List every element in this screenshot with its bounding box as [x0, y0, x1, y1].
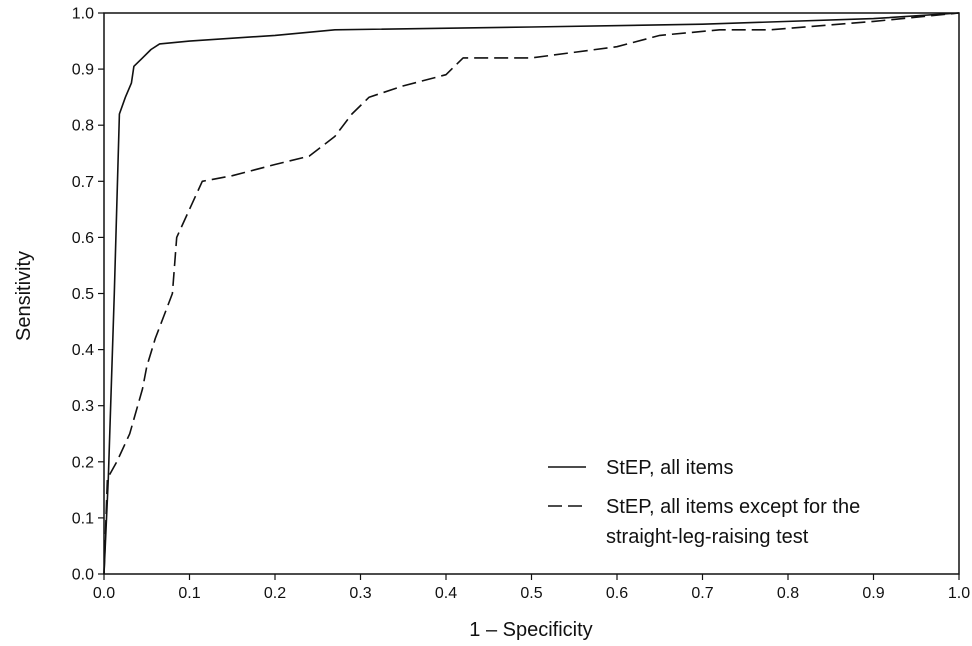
x-tick-label: 1.0 — [948, 585, 970, 602]
x-tick-label: 0.3 — [349, 585, 371, 602]
y-tick-label: 0.4 — [72, 342, 94, 359]
x-tick-label: 0.0 — [93, 585, 115, 602]
x-tick-label: 0.4 — [435, 585, 457, 602]
y-axis-label: Sensitivity — [13, 251, 35, 341]
series-line-dashed — [103, 12, 960, 575]
legend-label-dashed-line1: StEP, all items except for the — [606, 496, 860, 518]
x-axis-label: 1 – Specificity — [469, 619, 592, 641]
x-tick-label: 0.2 — [264, 585, 286, 602]
series-layer — [103, 12, 960, 575]
x-tick-label: 0.7 — [691, 585, 713, 602]
x-tick-label: 0.5 — [520, 585, 542, 602]
y-tick-label: 0.5 — [72, 286, 94, 303]
y-tick-label: 0.3 — [72, 398, 94, 415]
x-tick-label: 0.9 — [862, 585, 884, 602]
legend-label-solid: StEP, all items — [606, 457, 733, 479]
y-tick-label: 0.1 — [72, 510, 94, 527]
y-tick-label: 1.0 — [72, 6, 94, 23]
y-tick-label: 0.2 — [72, 454, 94, 471]
y-tick-label: 0.8 — [72, 118, 94, 135]
x-tick-label: 0.1 — [178, 585, 200, 602]
legend: StEP, all items StEP, all items except f… — [548, 457, 860, 548]
x-tick-label: 0.8 — [777, 585, 799, 602]
y-tick-label: 0.7 — [72, 174, 94, 191]
x-axis: 0.0 0.1 0.2 0.3 0.4 0.5 0.6 0.7 0.8 0.9 1.0 — [93, 574, 970, 602]
legend-label-dashed-line2: straight-leg-raising test — [606, 526, 809, 548]
plot-frame — [103, 12, 960, 575]
y-tick-label: 0.9 — [72, 62, 94, 79]
series-line-solid — [103, 12, 960, 575]
y-tick-label: 0.0 — [72, 567, 94, 584]
y-tick-label: 0.6 — [72, 230, 94, 247]
y-axis: 0.0 0.1 0.2 0.3 0.4 0.5 0.6 0.7 0.8 0.9 1.0 — [72, 6, 104, 584]
x-tick-label: 0.6 — [606, 585, 628, 602]
